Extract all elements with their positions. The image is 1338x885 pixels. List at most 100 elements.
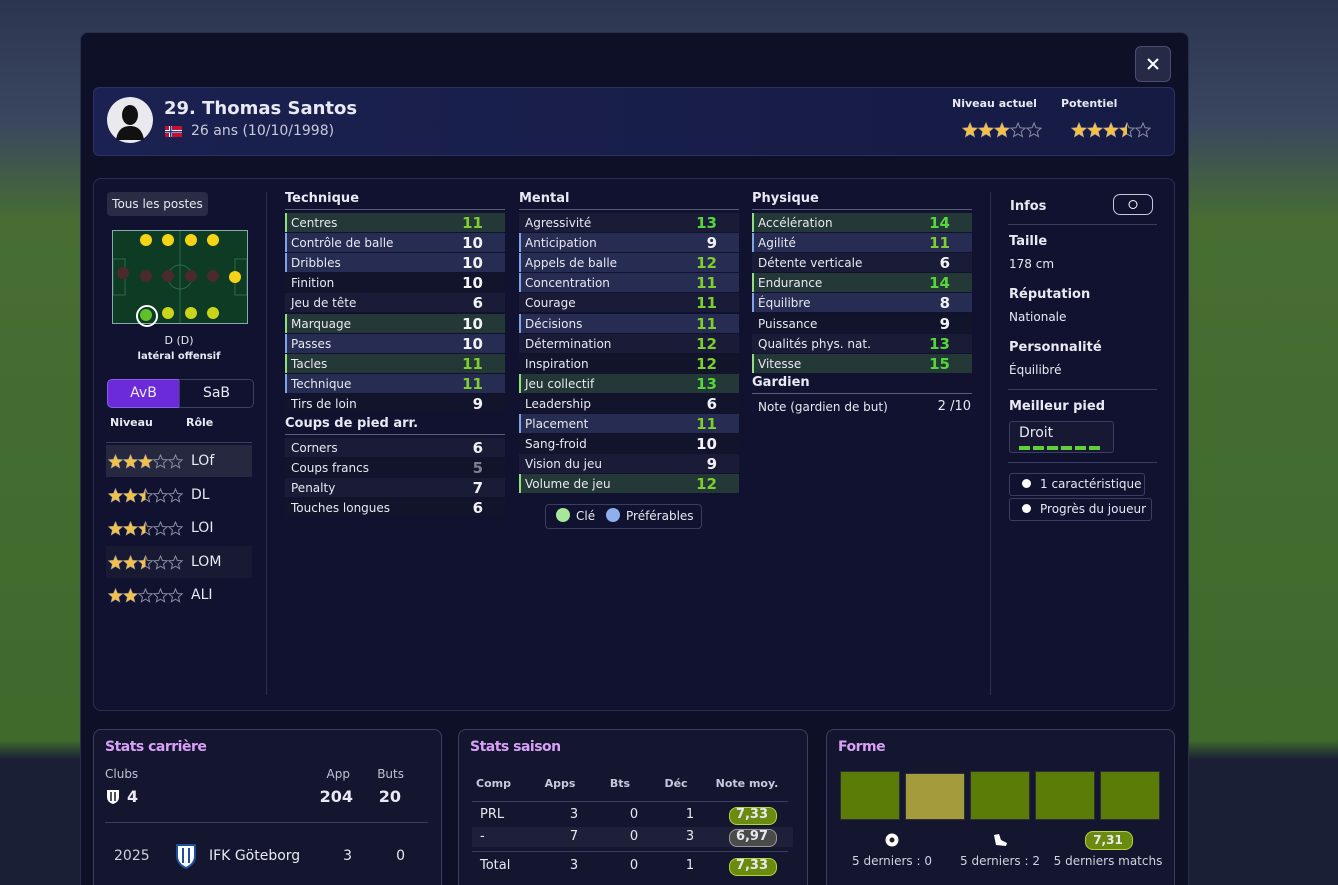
attribute-row xyxy=(752,273,972,293)
attribute-row xyxy=(752,333,972,353)
avatar xyxy=(107,97,153,143)
pitch xyxy=(112,230,248,324)
attribute-name: Placement xyxy=(525,417,589,431)
attribute-name: Technique xyxy=(291,376,352,391)
player-name: 29. Thomas Santos xyxy=(164,98,358,119)
attribute-row xyxy=(519,434,739,454)
form-result xyxy=(1035,771,1095,820)
player-age: 26 ans (10/10/1998) xyxy=(191,123,335,139)
attribute-value: 10 xyxy=(462,334,483,353)
legend xyxy=(545,504,702,529)
attribute-value: 6 xyxy=(472,439,483,457)
info-value: Nationale xyxy=(1009,310,1067,324)
attribute-row xyxy=(752,253,972,273)
tab[interactable]: SaB xyxy=(179,379,254,408)
club-logo xyxy=(175,843,197,870)
attribute-name: Qualités phys. nat. xyxy=(758,336,871,351)
attribute-row xyxy=(519,474,739,494)
career-label: Buts xyxy=(377,767,404,781)
attribute-value: 6 xyxy=(706,394,717,413)
attribute-name: Sang-froid xyxy=(525,437,587,452)
card-title: Stats carrière xyxy=(105,739,207,755)
legend-label: Préférables xyxy=(626,509,694,523)
attribute-row xyxy=(285,373,505,393)
attribute-name: Tirs de loin xyxy=(291,396,357,411)
season-cell: 3 xyxy=(569,807,579,822)
info-action[interactable] xyxy=(1009,498,1152,521)
info-action[interactable] xyxy=(1009,473,1145,496)
career-value: 20 xyxy=(378,787,401,806)
group-underline xyxy=(285,209,505,210)
attribute-name: Accélération xyxy=(758,216,833,230)
career-label: App xyxy=(326,767,350,781)
attribute-name: Concentration xyxy=(525,276,610,291)
attribute-value: 2 /10 xyxy=(937,399,971,414)
attribute-value: 13 xyxy=(696,374,717,393)
season-header: Comp xyxy=(476,777,511,790)
all-positions-button[interactable]: Tous les postes xyxy=(107,192,208,216)
tab[interactable]: AvB xyxy=(107,379,180,408)
attribute-row xyxy=(285,393,505,413)
group-title: Coups de pied arr. xyxy=(285,416,419,431)
rating-pill xyxy=(1085,831,1133,850)
attribute-name: Endurance xyxy=(758,276,823,291)
season-row-bg xyxy=(472,827,793,847)
attribute-row xyxy=(519,333,739,353)
infos-title: Infos xyxy=(1010,199,1047,214)
group-title: Technique xyxy=(285,191,360,206)
attribute-value: 11 xyxy=(462,354,483,373)
assist-icon xyxy=(992,832,1008,846)
attribute-name: Inspiration xyxy=(525,356,589,371)
star-rating xyxy=(962,122,1042,138)
career-cell: 0 xyxy=(396,848,405,864)
column-header: Niveau xyxy=(110,416,153,429)
attribute-name: Penalty xyxy=(291,481,336,496)
close-button[interactable] xyxy=(1135,46,1171,82)
career-label: Clubs xyxy=(105,767,139,781)
star-rating xyxy=(1071,122,1151,138)
attribute-row xyxy=(519,293,739,313)
attribute-name: Corners xyxy=(291,441,338,455)
foot-value: Droit xyxy=(1019,425,1054,441)
attribute-row xyxy=(519,253,739,273)
attribute-name: Tacles xyxy=(291,356,328,371)
attribute-value: 11 xyxy=(462,374,483,393)
attribute-name: Note (gardien de but) xyxy=(758,400,888,414)
attribute-name: Agressivité xyxy=(525,216,592,230)
foot-bar xyxy=(1061,446,1072,450)
attribute-value: 6 xyxy=(472,294,483,313)
foot-bar xyxy=(1033,446,1044,450)
attribute-value: 14 xyxy=(929,214,950,232)
season-cell: 0 xyxy=(629,858,639,873)
career-value: 4 xyxy=(127,787,139,806)
attribute-row xyxy=(285,233,505,253)
group-underline xyxy=(519,209,739,210)
attribute-row xyxy=(285,478,505,498)
attribute-row xyxy=(285,438,505,457)
role-name: LOM xyxy=(191,554,222,570)
position-dot xyxy=(229,271,241,283)
career-cell: 3 xyxy=(343,848,352,864)
attribute-row xyxy=(285,293,505,313)
form-result xyxy=(970,771,1030,820)
attribute-row xyxy=(285,253,505,273)
attribute-row xyxy=(285,353,505,373)
role: latéral offensif xyxy=(137,351,221,362)
season-cell: - xyxy=(480,829,485,844)
role-name: ALI xyxy=(191,587,213,603)
card-title: Forme xyxy=(838,739,886,755)
info-button[interactable] xyxy=(1113,194,1153,215)
season-header: Apps xyxy=(544,777,576,790)
form-label: 5 derniers matchs xyxy=(1053,854,1163,868)
attribute-value: 12 xyxy=(696,334,717,353)
attribute-name: Volume de jeu xyxy=(525,477,611,492)
position-dot xyxy=(162,307,174,319)
attribute-name: Courage xyxy=(525,296,576,311)
season-cell: Total xyxy=(480,858,511,873)
form-label: 5 derniers : 0 xyxy=(852,854,932,868)
attribute-value: 6 xyxy=(939,254,950,273)
attribute-name: Détermination xyxy=(525,336,612,351)
attribute-name: Finition xyxy=(291,276,335,291)
season-cell: 7 xyxy=(569,829,579,844)
position-dot xyxy=(207,270,219,282)
